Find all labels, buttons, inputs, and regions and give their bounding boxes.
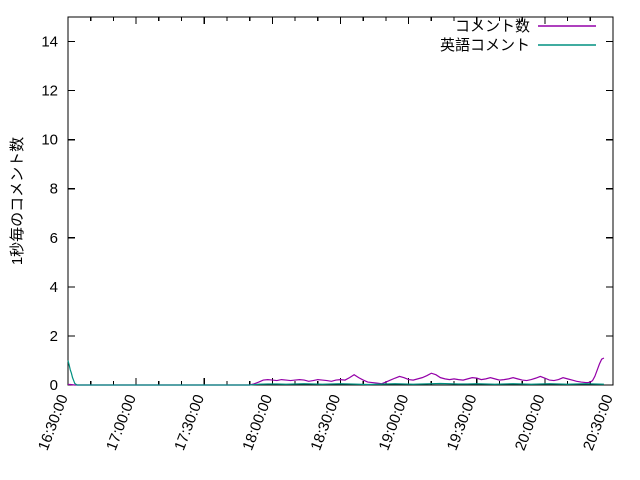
y-tick-label: 4 bbox=[50, 279, 58, 296]
legend-label-1: 英語コメント bbox=[440, 36, 530, 54]
x-tick-label: 17:30:00 bbox=[171, 392, 208, 453]
y-tick-label: 10 bbox=[41, 132, 58, 149]
x-tick-label: 18:00:00 bbox=[239, 392, 276, 453]
plot-frame bbox=[67, 16, 614, 386]
y-tick-label: 14 bbox=[41, 34, 58, 51]
x-axis-tick-labels: 16:30:00 17:00:00 17:30:00 18:00:00 18:30:00… bbox=[35, 392, 617, 453]
y-axis-label-text: 1秒毎のコメント数 bbox=[9, 137, 26, 265]
x-tick-label: 17:00:00 bbox=[103, 392, 140, 453]
x-axis-ticks bbox=[67, 17, 614, 385]
data-series-group bbox=[67, 357, 605, 386]
y-tick-label: 12 bbox=[41, 83, 58, 100]
y-tick-label: 0 bbox=[50, 377, 58, 394]
y-tick-label: 8 bbox=[50, 181, 58, 198]
x-tick-label: 18:30:00 bbox=[307, 392, 344, 453]
x-tick-label: 19:00:00 bbox=[376, 392, 413, 453]
x-tick-label: 16:30:00 bbox=[35, 392, 72, 453]
series-line-1 bbox=[67, 360, 604, 386]
legend-label-0: コメント数 bbox=[455, 18, 530, 35]
y-tick-label: 2 bbox=[50, 328, 58, 345]
series-line-0 bbox=[68, 357, 605, 386]
y-axis-label: 1秒毎のコメント数 bbox=[9, 137, 26, 265]
x-tick-label: 20:30:00 bbox=[580, 392, 617, 453]
y-axis-ticks bbox=[68, 40, 613, 386]
y-axis-tick-labels: 0 2 4 6 8 10 12 14 bbox=[41, 34, 58, 394]
y-tick-label: 6 bbox=[50, 230, 58, 247]
x-tick-label: 19:30:00 bbox=[444, 392, 481, 453]
x-tick-label: 20:00:00 bbox=[512, 392, 549, 453]
